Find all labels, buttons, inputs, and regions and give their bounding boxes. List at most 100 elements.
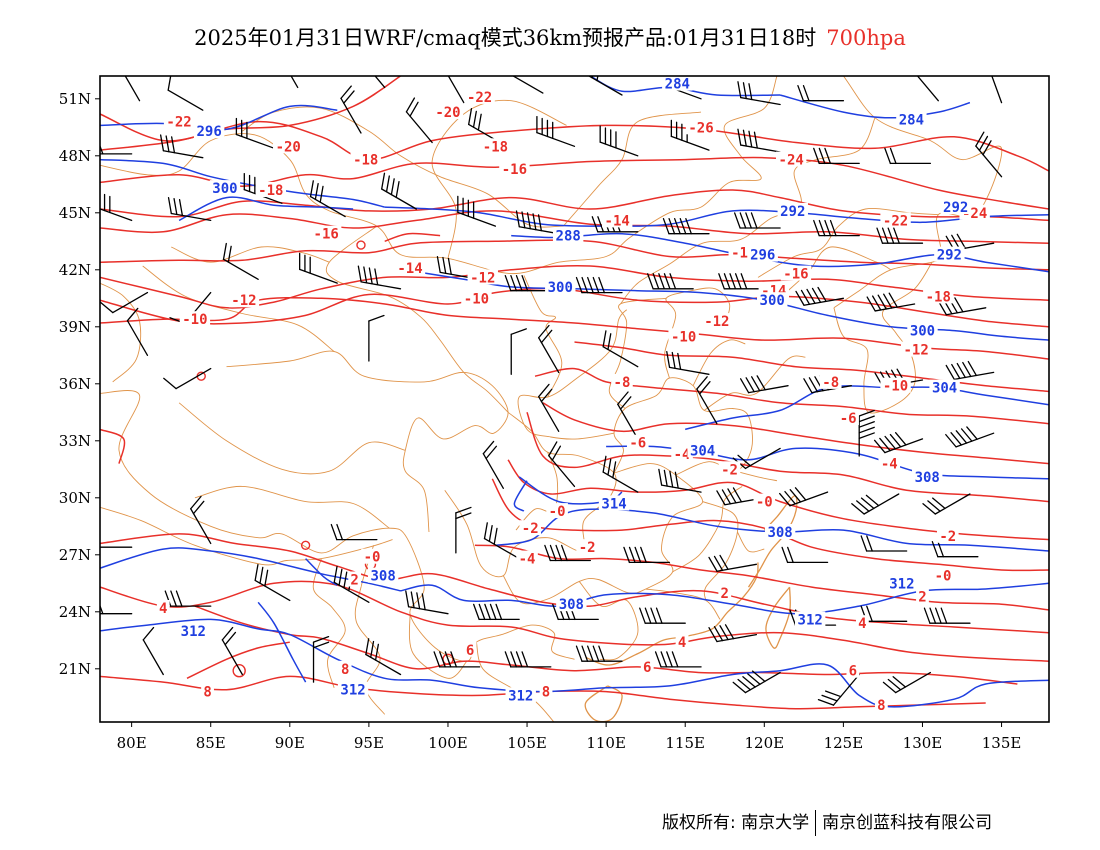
temperature-label-bg bbox=[668, 328, 699, 344]
temperature-label: -24 bbox=[779, 153, 804, 169]
wind-barb-feather bbox=[647, 273, 654, 290]
height-label: 312 bbox=[340, 683, 365, 699]
temperature-label: -16 bbox=[783, 267, 808, 283]
wind-barb-feather bbox=[591, 216, 599, 233]
y-tick-label: 42N bbox=[59, 261, 91, 279]
wind-barb-feather bbox=[851, 503, 865, 515]
wind-barb-feather bbox=[343, 571, 348, 589]
wind-barb-feather bbox=[829, 219, 837, 237]
copyright-left: 版权所有: 南京大学 bbox=[662, 813, 810, 833]
wind-barb-feather bbox=[170, 590, 177, 607]
wind-barb-feather bbox=[954, 297, 964, 313]
boundary-line bbox=[178, 402, 406, 475]
boundary-line bbox=[645, 588, 721, 620]
wind-barb-feather bbox=[927, 500, 941, 512]
wind-barb bbox=[882, 671, 932, 694]
temperature-contour bbox=[186, 641, 290, 679]
temperature-label: 6 bbox=[643, 660, 651, 676]
wind-barb-feather bbox=[696, 376, 708, 390]
wind-barb-feather bbox=[856, 500, 870, 512]
boundary-line bbox=[431, 99, 567, 259]
wind-barb bbox=[340, 85, 362, 134]
wind-barb-feather bbox=[560, 544, 568, 562]
wind-barb-feather bbox=[587, 645, 594, 662]
wind-barb-feather bbox=[623, 546, 631, 564]
wind-barb-feather bbox=[884, 147, 892, 165]
temperature-label-bg bbox=[163, 113, 195, 129]
wind-barb bbox=[647, 273, 694, 290]
wind-barb-shaft bbox=[190, 508, 212, 545]
temperature-label-bg bbox=[685, 119, 717, 135]
temperature-contour bbox=[100, 264, 1049, 309]
wind-barb-shaft bbox=[803, 297, 845, 306]
wind-barb-feather bbox=[733, 212, 741, 229]
wind-barb-feather bbox=[881, 227, 889, 244]
wind-barb bbox=[483, 522, 520, 560]
wind-barb-feather bbox=[340, 85, 352, 100]
x-tick-label: 125E bbox=[824, 734, 864, 752]
temperature-label: -0 bbox=[756, 495, 773, 511]
height-label-bg bbox=[505, 687, 536, 703]
height-contour bbox=[100, 618, 1049, 708]
temperature-label: -22 bbox=[166, 115, 191, 131]
wind-barb bbox=[504, 275, 552, 292]
wind-barb bbox=[167, 197, 212, 222]
height-contour bbox=[685, 385, 1049, 431]
wind-barb bbox=[100, 604, 133, 615]
temperature-label-bg bbox=[602, 212, 633, 228]
wind-barb bbox=[945, 426, 995, 448]
wind-barb-feather bbox=[669, 470, 674, 488]
wind-barb-feather bbox=[628, 546, 636, 564]
wind-barb bbox=[732, 670, 781, 694]
wind-barb-shaft bbox=[895, 671, 932, 694]
height-label-bg bbox=[545, 278, 576, 294]
wind-barb-shaft bbox=[991, 76, 1003, 104]
temperature-label-bg bbox=[753, 493, 776, 509]
wind-barb-feather bbox=[956, 362, 966, 379]
wind-barb-feather bbox=[866, 296, 876, 312]
height-label-bg bbox=[687, 442, 718, 458]
wind-barb-feather bbox=[634, 546, 642, 564]
wind-barb-feather bbox=[120, 54, 130, 66]
wind-barb-feather bbox=[666, 350, 671, 369]
temperature-label: -12 bbox=[903, 343, 928, 359]
wind-barb-feather bbox=[923, 607, 931, 624]
temperature-label: 6 bbox=[466, 643, 474, 659]
wind-barb-shaft bbox=[602, 471, 639, 493]
wind-barb-feather bbox=[982, 140, 992, 156]
wind-barb bbox=[873, 432, 924, 454]
boundary-line bbox=[325, 225, 509, 413]
wind-barb-feather bbox=[508, 57, 511, 73]
wind-barb-feather bbox=[598, 645, 605, 662]
wind-barb-feather bbox=[742, 129, 747, 147]
height-label: 296 bbox=[196, 124, 221, 140]
height-contour bbox=[100, 158, 385, 208]
wind-barb-feather bbox=[493, 527, 498, 545]
wind-barb-feather bbox=[739, 378, 750, 394]
temperature-label-bg bbox=[900, 341, 932, 357]
height-label-bg bbox=[552, 227, 584, 243]
temperature-label-bg bbox=[463, 641, 477, 657]
y-tick-label: 33N bbox=[59, 432, 91, 450]
wind-barb bbox=[922, 493, 971, 515]
temperature-label: -16 bbox=[502, 162, 527, 178]
temperature-label: 2 bbox=[350, 573, 358, 589]
wind-barb-feather bbox=[879, 437, 891, 452]
wind-barb bbox=[190, 495, 212, 545]
wind-barb-feather bbox=[800, 289, 811, 305]
temperature-contour bbox=[526, 412, 1049, 503]
wind-barb-shaft bbox=[167, 89, 204, 111]
wind-barb-shaft bbox=[975, 145, 1003, 178]
wind-barb-feather bbox=[817, 286, 827, 303]
wind-barb-feather bbox=[368, 267, 373, 285]
wind-barb-feather bbox=[789, 609, 797, 626]
wind-barb-feather bbox=[650, 607, 658, 624]
temperature-label-bg bbox=[819, 373, 842, 389]
height-label: 284 bbox=[899, 113, 924, 129]
temperature-label-bg bbox=[916, 588, 929, 604]
boundary-line bbox=[563, 111, 702, 227]
wind-barb-shaft bbox=[538, 396, 560, 432]
temperature-label: 4 bbox=[858, 616, 866, 632]
wind-barb-feather bbox=[312, 635, 330, 643]
wind-barb bbox=[167, 76, 204, 111]
